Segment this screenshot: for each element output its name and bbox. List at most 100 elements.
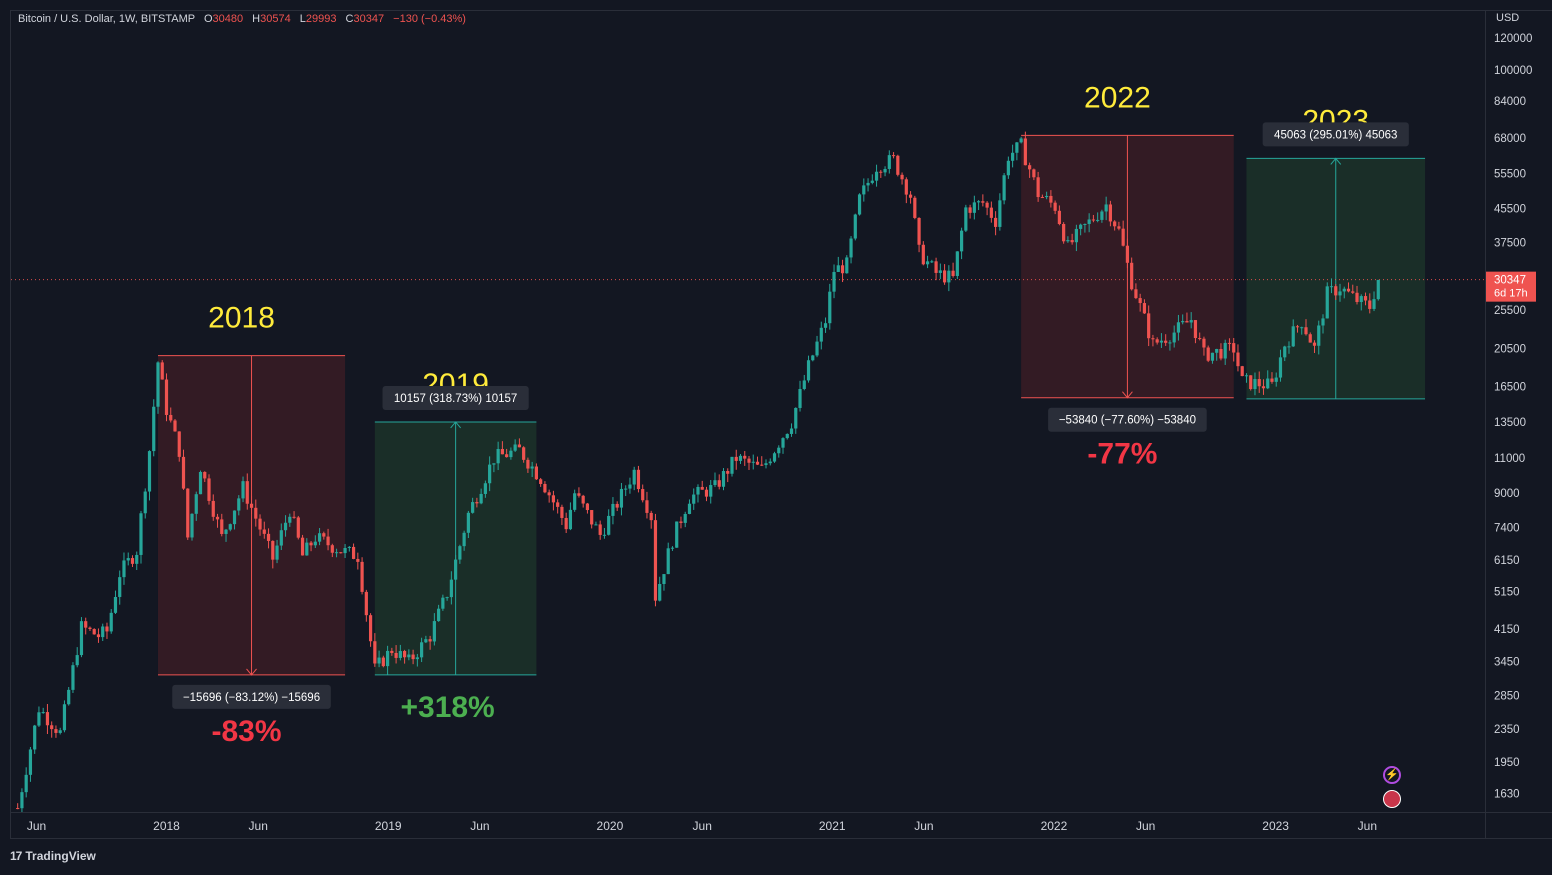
- candle: [343, 544, 347, 559]
- candle-body: [1355, 292, 1359, 303]
- time-tick-label: 2022: [1041, 819, 1068, 833]
- candle: [785, 433, 789, 440]
- symbol-title[interactable]: Bitcoin / U.S. Dollar, 1W, BITSTAMP: [18, 13, 195, 25]
- candle: [254, 499, 258, 527]
- candle-body: [985, 202, 989, 208]
- candle: [317, 528, 322, 546]
- candle: [607, 509, 611, 536]
- candle: [828, 283, 832, 330]
- candle-body: [1100, 211, 1104, 220]
- price-axis[interactable]: 120000 100000 84000 68000 55500 45500 37500 255…: [1486, 10, 1552, 813]
- measure-tooltip-2023: 45063 (295.01%) 45063: [1262, 122, 1409, 147]
- candle-body: [109, 612, 113, 632]
- change-value: −130 (−0.43%): [393, 13, 466, 25]
- candle: [641, 484, 645, 503]
- candle-body: [1261, 386, 1266, 389]
- candle: [675, 521, 679, 548]
- candle: [981, 194, 985, 207]
- candle: [326, 528, 330, 551]
- candle-body: [547, 492, 551, 496]
- candle-body: [373, 641, 377, 664]
- candle: [513, 439, 517, 452]
- candle-body: [245, 481, 249, 504]
- candle: [1113, 220, 1117, 231]
- candle-body: [1291, 326, 1295, 347]
- price-tick-label: 13500: [1494, 417, 1526, 429]
- candle: [54, 725, 58, 738]
- candle: [1291, 319, 1295, 347]
- candle-body: [415, 657, 419, 660]
- candle: [1321, 314, 1325, 334]
- candle: [1304, 319, 1308, 336]
- candle: [1028, 162, 1032, 178]
- candle: [1181, 314, 1185, 325]
- us-flag-icon[interactable]: [1383, 790, 1401, 808]
- candle: [845, 255, 849, 274]
- candle-body: [806, 360, 811, 381]
- candle: [126, 552, 130, 566]
- candle: [411, 649, 415, 665]
- candle-body: [794, 407, 798, 429]
- candle-body: [1368, 300, 1372, 309]
- candle: [1308, 332, 1312, 343]
- candle-body: [449, 579, 453, 598]
- price-axis-labels: 120000 100000 84000 68000 55500 45500 37500 255…: [1486, 33, 1536, 800]
- candle-body: [743, 455, 747, 459]
- candle: [177, 431, 181, 462]
- candle: [109, 609, 113, 634]
- candle: [266, 528, 271, 549]
- candle: [1011, 144, 1015, 168]
- candle-body: [930, 261, 934, 263]
- candle-body: [1325, 286, 1329, 319]
- candle: [1338, 283, 1342, 302]
- candle: [211, 494, 215, 521]
- candle: [517, 438, 521, 448]
- candle-body: [539, 479, 543, 484]
- candle-body: [543, 483, 547, 493]
- candle: [220, 513, 224, 537]
- currency-label[interactable]: USD: [1496, 12, 1520, 24]
- candle-body: [1164, 340, 1168, 343]
- candle-body: [317, 533, 322, 542]
- candle: [339, 551, 343, 554]
- candle: [645, 491, 649, 519]
- candle-body: [564, 517, 568, 530]
- candle: [28, 746, 33, 782]
- candle-body: [471, 502, 475, 513]
- chart-pane[interactable]: 2018 −15696 (−83.12%) −15696 -83% 2019 10157…: [10, 10, 1486, 813]
- candle: [679, 516, 683, 529]
- candle-body: [1045, 195, 1049, 198]
- candle: [1351, 284, 1355, 294]
- lightning-icon[interactable]: ⚡: [1383, 766, 1401, 784]
- candle-body: [1168, 342, 1172, 344]
- candle-body: [237, 498, 241, 511]
- candle: [866, 178, 870, 192]
- candle-body: [1057, 210, 1061, 225]
- candle: [734, 449, 738, 470]
- candle-body: [479, 493, 483, 504]
- candle-body: [721, 471, 726, 487]
- tradingview-brand[interactable]: 17 TradingView: [10, 849, 96, 863]
- candle-body: [1270, 378, 1274, 382]
- candle-body: [1210, 352, 1215, 361]
- candle: [296, 515, 300, 540]
- candle-body: [351, 546, 356, 559]
- price-chart[interactable]: 2018−15696 (−83.12%) −15696-83%201910157…: [11, 11, 1486, 813]
- price-tick-label: 100000: [1494, 65, 1532, 77]
- candle: [415, 653, 419, 667]
- candle: [666, 542, 670, 575]
- candle: [917, 217, 921, 253]
- candle-body: [262, 529, 266, 534]
- candle-body: [62, 704, 67, 731]
- measure-tooltip-text: −15696 (−83.12%) −15696: [183, 692, 320, 704]
- candle: [700, 480, 704, 490]
- candle: [71, 662, 75, 693]
- candle: [1325, 282, 1329, 319]
- candle-body: [670, 547, 675, 549]
- candle: [169, 407, 173, 423]
- time-axis[interactable]: Jun 2018 Jun 2019 Jun 2020 Jun 2021 Jun 2022 Jun 20…: [10, 813, 1486, 839]
- candle-body: [407, 654, 411, 658]
- candle: [41, 707, 45, 714]
- candle-body: [615, 503, 619, 508]
- candle-body: [764, 463, 768, 466]
